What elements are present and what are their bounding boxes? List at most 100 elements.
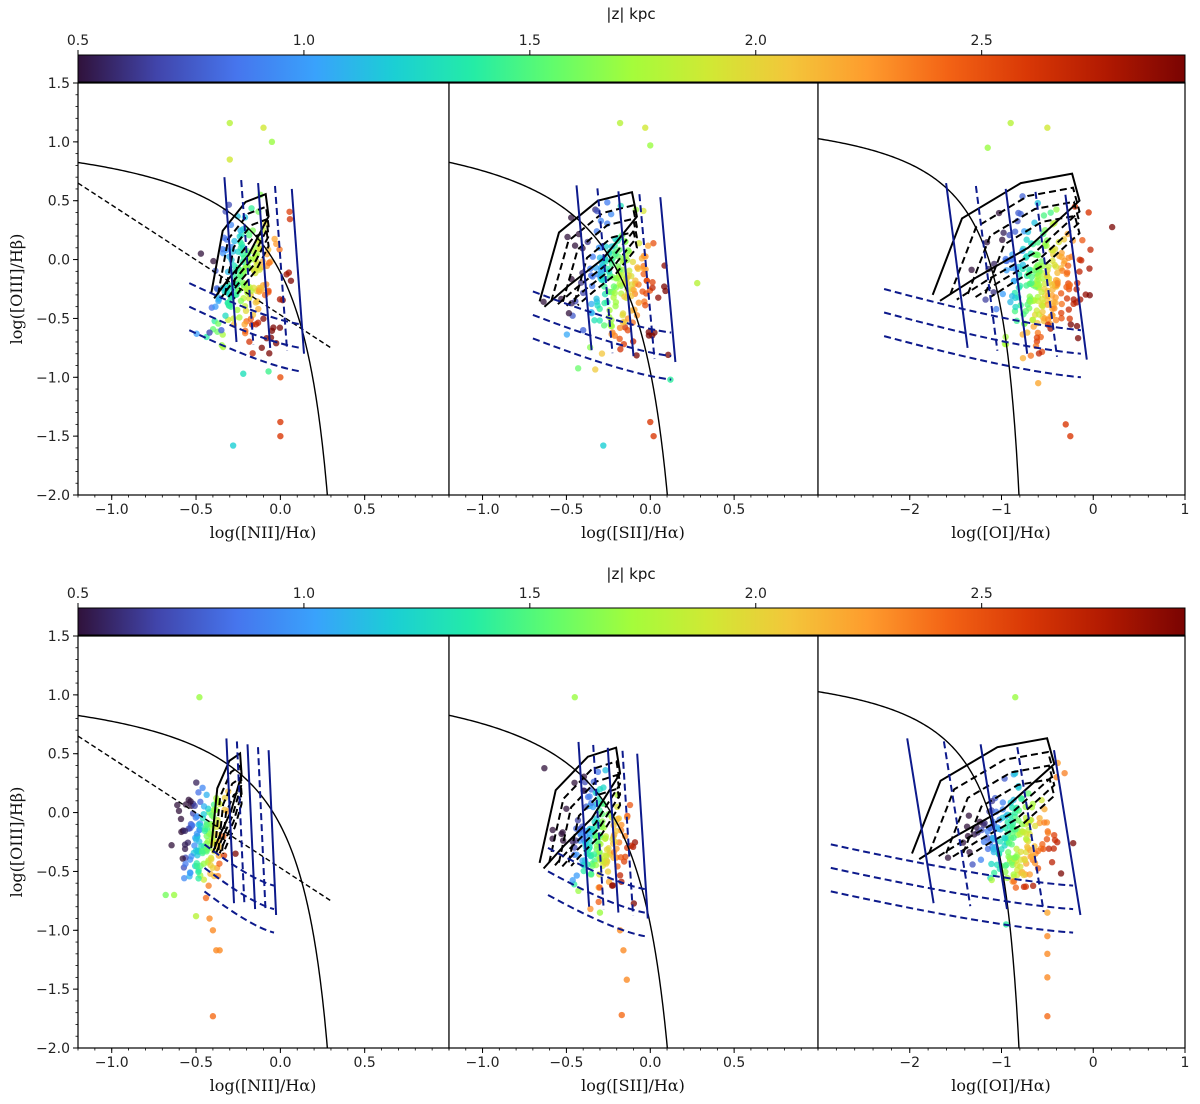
x-tick-label: 0 xyxy=(1089,1055,1098,1071)
data-point xyxy=(569,877,576,884)
data-point xyxy=(984,845,992,853)
data-point xyxy=(1051,305,1058,312)
data-point xyxy=(574,365,582,372)
xlabel-top-nii: log([NII]/Hα) xyxy=(210,523,317,542)
data-point xyxy=(1048,281,1056,289)
data-point xyxy=(193,813,201,820)
data-point xyxy=(1039,841,1046,848)
data-point xyxy=(197,798,204,806)
shock-model-contour xyxy=(217,776,243,854)
shock-model-contour xyxy=(538,746,622,870)
data-point xyxy=(187,798,194,805)
kewley-curve xyxy=(818,137,1020,495)
x-tick-label: −0.5 xyxy=(179,502,213,518)
kewley-curve xyxy=(78,161,329,495)
y-tick-label: −1.0 xyxy=(36,370,70,386)
data-point xyxy=(212,303,219,310)
plot-area xyxy=(78,694,332,1048)
data-point xyxy=(206,329,213,336)
data-point xyxy=(208,856,215,863)
photoionization-model-grid xyxy=(979,744,1008,910)
data-point xyxy=(276,296,284,303)
data-point xyxy=(210,257,217,265)
x-tick-label: 1 xyxy=(1181,1055,1190,1071)
data-point xyxy=(285,269,293,276)
xlabel-bottom-sii: log([SII]/Hα) xyxy=(581,1076,685,1095)
data-point xyxy=(596,848,603,856)
photoionization-model-grid xyxy=(257,747,267,913)
data-point xyxy=(1035,281,1043,289)
data-point xyxy=(999,290,1007,298)
data-point xyxy=(1078,257,1085,264)
data-point xyxy=(618,1011,625,1019)
data-point xyxy=(1059,267,1066,274)
data-point xyxy=(590,851,598,858)
colorbar-top-ticks: 0.5 1.0 1.5 2.0 2.5 xyxy=(67,33,993,55)
x-tick-label: 0.5 xyxy=(354,502,376,518)
data-point xyxy=(246,231,253,239)
data-point xyxy=(197,822,204,830)
data-point xyxy=(1030,323,1037,330)
data-point xyxy=(276,246,283,253)
y-tick-label: −1.5 xyxy=(36,982,70,998)
data-point xyxy=(265,259,273,267)
data-point xyxy=(602,766,609,774)
photoionization-model-grid xyxy=(942,741,972,907)
data-point xyxy=(589,862,596,869)
data-point xyxy=(237,297,245,305)
dashed-demarcation-line xyxy=(78,182,332,349)
data-point xyxy=(1085,209,1092,216)
data-point xyxy=(1012,694,1019,701)
data-point xyxy=(596,909,604,916)
data-point xyxy=(1027,298,1034,305)
data-point xyxy=(200,810,207,818)
data-point xyxy=(232,850,239,857)
shock-model-contour xyxy=(928,750,1056,860)
data-point xyxy=(182,801,190,808)
shock-model-contour xyxy=(984,214,1081,299)
colorbar-tick-label: 1.0 xyxy=(293,33,315,49)
data-point xyxy=(1008,804,1016,811)
data-point xyxy=(286,208,293,215)
data-point xyxy=(1044,950,1051,958)
data-point xyxy=(1005,840,1013,847)
data-point xyxy=(222,312,229,319)
colorbar-bottom-gradient xyxy=(77,607,1186,636)
data-point xyxy=(1048,859,1056,866)
data-point xyxy=(587,870,595,878)
data-point xyxy=(1028,279,1035,287)
data-point xyxy=(205,882,212,889)
photoionization-model-grid xyxy=(575,185,593,351)
data-point xyxy=(1044,909,1051,916)
data-point xyxy=(1023,282,1030,289)
photoionization-model-grid xyxy=(621,750,635,916)
data-point xyxy=(1053,206,1060,213)
data-point xyxy=(277,374,284,381)
data-point xyxy=(242,307,250,315)
data-point xyxy=(181,827,189,835)
data-point xyxy=(1044,829,1052,837)
shock-model-contour xyxy=(931,172,1081,302)
photoionization-model-grid xyxy=(188,282,301,326)
data-point xyxy=(200,803,208,810)
x-tick-label: 0.5 xyxy=(723,1055,745,1071)
data-point xyxy=(246,338,253,345)
data-point xyxy=(1035,350,1043,357)
data-point xyxy=(229,442,237,449)
y-tick-label: 1.5 xyxy=(48,76,70,92)
photoionization-model-grid xyxy=(290,188,305,354)
data-point xyxy=(276,324,284,331)
data-point xyxy=(647,418,654,426)
data-point xyxy=(241,321,248,328)
data-point xyxy=(1010,871,1017,878)
data-point xyxy=(990,869,998,877)
data-point xyxy=(258,344,265,351)
data-point xyxy=(249,227,256,234)
data-point xyxy=(624,327,631,334)
data-point xyxy=(170,891,178,899)
panel-top-sii: −1.0 −0.5 0.0 0.5 xyxy=(448,82,819,518)
y-tick-label: −2.0 xyxy=(36,488,70,504)
photoionization-model-grid xyxy=(223,177,238,343)
data-point xyxy=(1051,836,1059,844)
data-point xyxy=(607,210,615,218)
